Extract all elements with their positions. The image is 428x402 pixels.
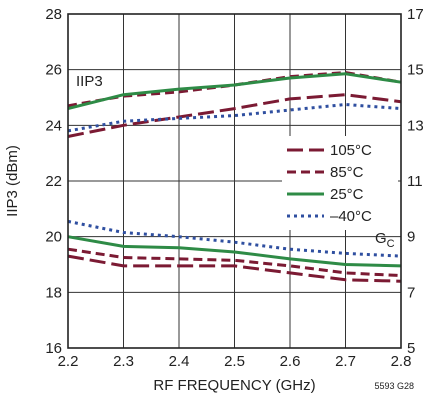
figure-code: 5593 G28 — [374, 381, 414, 391]
iip3-annotation: IIP3 — [76, 73, 103, 90]
y2-tick-label-5: 15 — [407, 62, 424, 79]
series-0-gc-line — [67, 254, 402, 283]
tick-labels: 2.2 2.3 2.4 2.5 2.6 2.7 2.8 16 18 20 22 24 26 28 5 7 9 11… — [45, 6, 423, 370]
y2-tick-label-2: 9 — [407, 229, 415, 246]
y-tick-label-6: 28 — [45, 6, 62, 23]
gc-annotation: GC — [375, 230, 395, 250]
y-tick-label-1: 18 — [45, 284, 62, 301]
series-2-gc-line — [67, 235, 402, 268]
legend-label-3: –40°C — [330, 208, 372, 225]
x-tick-label-3: 2.5 — [224, 353, 245, 370]
y2-tick-label-3: 11 — [407, 173, 423, 190]
y2-tick-label-6: 17 — [407, 6, 424, 23]
y-tick-label-3: 22 — [45, 173, 62, 190]
x-tick-label-1: 2.3 — [113, 353, 134, 370]
x-tick-label-4: 2.6 — [280, 353, 301, 370]
series-layer — [67, 71, 402, 283]
series-2-iip3-line — [67, 72, 402, 111]
legend-label-1: 85°C — [330, 164, 364, 181]
x-tick-label-6: 2.8 — [391, 353, 412, 370]
x-tick-label-5: 2.7 — [335, 353, 356, 370]
legend-background — [282, 136, 398, 230]
y2-tick-label-0: 5 — [407, 340, 415, 357]
y2-tick-label-1: 7 — [407, 284, 415, 301]
y-tick-label-4: 24 — [45, 117, 62, 134]
plot-frame — [67, 13, 402, 349]
y-tick-label-0: 16 — [45, 340, 62, 357]
y-axis-label: IIP3 (dBm) — [4, 145, 21, 217]
x-tick-label-2: 2.4 — [169, 353, 190, 370]
series-3-iip3-line — [67, 103, 402, 133]
series-0-iip3-line — [67, 93, 402, 138]
legend-label-2: 25°C — [330, 186, 364, 203]
series-1-gc-line — [67, 247, 402, 278]
y-tick-label-2: 20 — [45, 229, 62, 246]
y2-tick-label-4: 13 — [407, 117, 424, 134]
y-tick-label-5: 26 — [45, 62, 62, 79]
legend: 105°C 85°C 25°C –40°C — [287, 142, 372, 225]
series-3-gc-line — [67, 219, 402, 258]
x-axis-label: RF FREQUENCY (GHz) — [153, 377, 315, 394]
legend-label-0: 105°C — [330, 142, 372, 159]
x-tick-label-0: 2.2 — [58, 353, 79, 370]
gc-annotation-main: G — [375, 230, 387, 247]
gc-annotation-subscript: C — [387, 238, 395, 250]
